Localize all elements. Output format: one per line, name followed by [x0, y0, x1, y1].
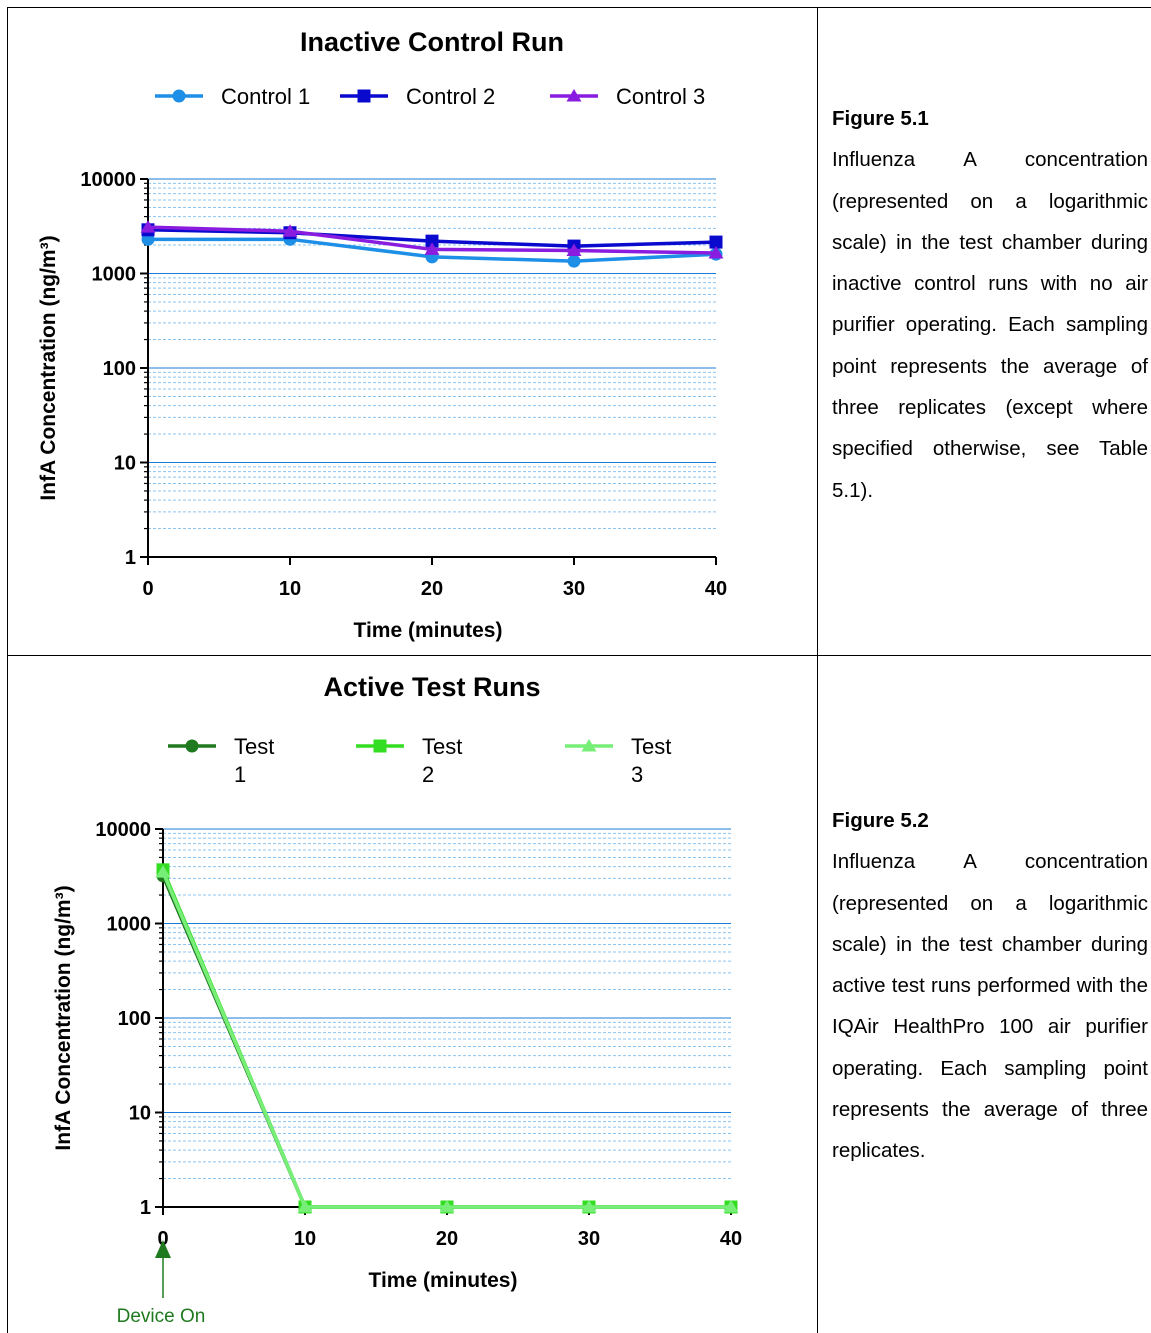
legend-item: Control 1 — [155, 84, 310, 109]
legend-label: 3 — [631, 762, 643, 787]
table-border-top — [7, 7, 1151, 8]
y-tick-label: 1 — [140, 1197, 151, 1219]
x-tick-label: 40 — [705, 578, 727, 600]
y-tick-label: 1 — [125, 547, 136, 569]
device-on-annotation: Device On — [117, 1240, 206, 1327]
data-point — [155, 865, 171, 878]
table-border-middle — [7, 655, 1151, 656]
data-point — [709, 235, 723, 249]
annotation-label: Device On — [117, 1306, 206, 1327]
y-tick-label: 100 — [103, 358, 136, 380]
data-point — [425, 234, 439, 248]
series-2 — [156, 863, 738, 1214]
x-axis-label: Time (minutes) — [354, 619, 503, 642]
legend-label: Control 3 — [616, 84, 705, 109]
legend-label: Control 2 — [406, 84, 495, 109]
arrow-up-icon — [155, 1240, 171, 1258]
x-tick-label: 0 — [157, 1228, 168, 1250]
table-border-center — [817, 7, 818, 1333]
data-point — [567, 254, 581, 268]
figure-5-1-label: Figure 5.1 — [832, 107, 929, 130]
data-point — [723, 1200, 739, 1213]
legend-item: Test 2 — [356, 734, 462, 787]
data-point — [297, 1200, 313, 1213]
control-chart: 1 10 100 1000 10000 0 10 20 30 40 Inactive Control… — [37, 27, 727, 642]
data-point — [566, 243, 582, 257]
y-axis-label: InfA Concentration (ng/m³) — [37, 235, 60, 500]
y-tick-label: 1000 — [92, 264, 137, 286]
x-tick-label: 20 — [421, 578, 443, 600]
series-3 — [140, 220, 724, 259]
data-point — [439, 1200, 455, 1213]
table-border-left — [7, 7, 8, 1333]
figure-5-1-text: Influenza A concentration (represented o… — [832, 148, 1148, 502]
x-tick-label: 30 — [578, 1228, 600, 1250]
x-tick-label: 10 — [279, 578, 301, 600]
series-3 — [155, 865, 739, 1213]
legend-label: 1 — [234, 762, 246, 787]
x-axis-label: Time (minutes) — [369, 1269, 518, 1292]
chart-title: Inactive Control Run — [300, 27, 564, 57]
data-point — [581, 1200, 597, 1213]
legend-swatch-marker — [172, 89, 186, 103]
series-line — [161, 875, 731, 1209]
data-point — [282, 224, 298, 237]
legend-item: Control 2 — [340, 84, 495, 109]
legend-swatch-marker — [185, 739, 199, 753]
legend-item: Test 3 — [565, 734, 671, 787]
legend-label: Test — [422, 734, 462, 759]
legend-item: Control 3 — [550, 84, 705, 109]
x-tick-label: 30 — [563, 578, 585, 600]
gridlines — [163, 828, 731, 1180]
gridlines — [148, 178, 716, 530]
legend-swatch-marker — [566, 89, 582, 102]
legend-label: Test — [234, 734, 274, 759]
series-line — [161, 869, 731, 1209]
x-tick-label: 10 — [294, 1228, 316, 1250]
legend-label: 2 — [422, 762, 434, 787]
y-tick-label: 10000 — [80, 169, 136, 191]
legend-swatch-marker — [581, 739, 597, 752]
figure-5-2-label: Figure 5.2 — [832, 809, 929, 832]
figure-5-2-caption: Figure 5.2 Influenza A concentration (re… — [832, 800, 1148, 1172]
data-point — [708, 245, 724, 259]
test-chart: 1 10 100 1000 10000 0 10 20 30 40 Active Test Runs… — [52, 672, 742, 1327]
y-tick-label: 100 — [118, 1008, 151, 1030]
data-point — [140, 220, 156, 233]
x-tick-label: 0 — [142, 578, 153, 600]
legend-swatch-marker — [373, 739, 387, 753]
y-tick-label: 10 — [114, 453, 136, 475]
x-tick-label: 40 — [720, 1228, 742, 1250]
series-line — [161, 871, 731, 1209]
legend-item: Test 1 — [168, 734, 274, 787]
legend-label: Control 1 — [221, 84, 310, 109]
y-tick-label: 10000 — [95, 819, 151, 841]
data-point — [424, 242, 440, 255]
figure-5-1-caption: Figure 5.1 Influenza A concentration (re… — [832, 98, 1148, 511]
y-tick-label: 10 — [129, 1103, 151, 1125]
legend-swatch-marker — [357, 89, 371, 103]
x-tick-label: 20 — [436, 1228, 458, 1250]
y-axis-label: InfA Concentration (ng/m³) — [52, 885, 75, 1150]
chart-title: Active Test Runs — [323, 672, 540, 702]
y-tick-label: 1000 — [107, 914, 152, 936]
figure-5-2-text: Influenza A concentration (represented o… — [832, 850, 1148, 1163]
legend-label: Test — [631, 734, 671, 759]
